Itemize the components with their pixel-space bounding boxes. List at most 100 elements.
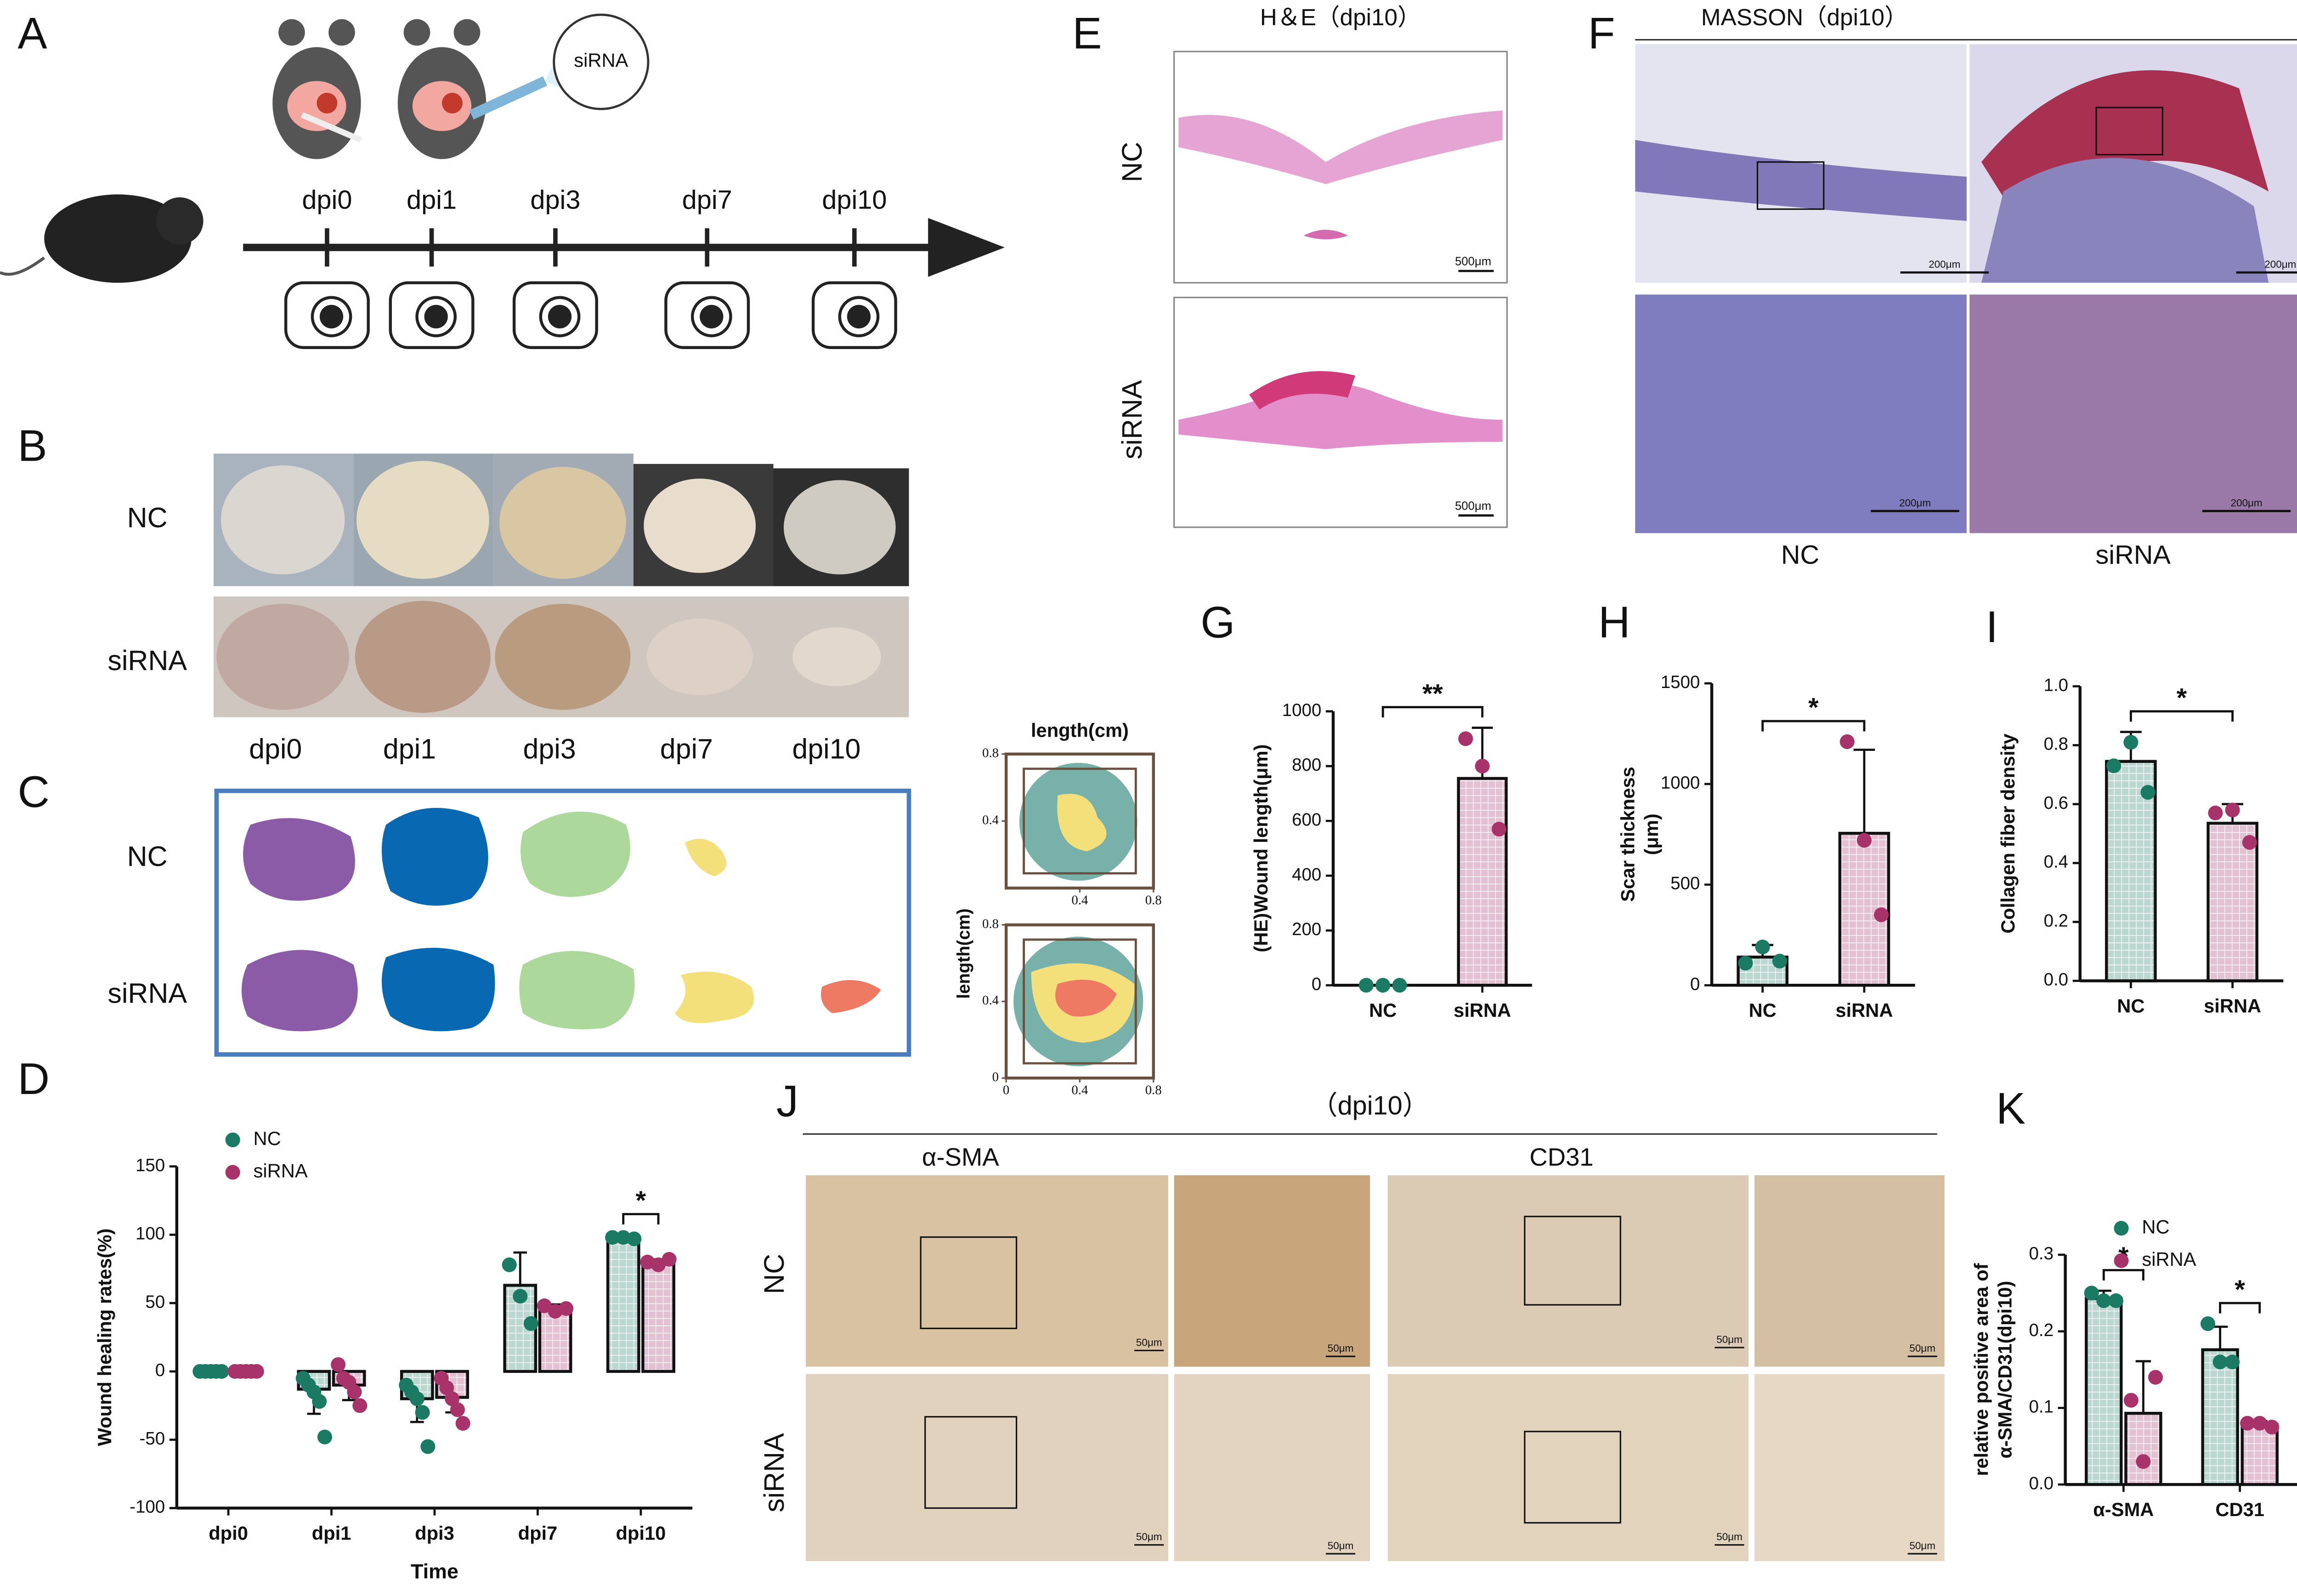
inner-frame — [1023, 938, 1137, 1065]
data-point — [616, 1230, 631, 1245]
y-axis-label: (HE)Wound length(μm) — [1250, 744, 1272, 953]
x-tick-label: siRNA — [1454, 999, 1511, 1021]
y-tick-label: 0.2 — [2029, 1320, 2054, 1340]
data-point — [1392, 978, 1407, 993]
x-tick-label: siRNA — [1835, 999, 1893, 1021]
y-tick-label: -100 — [130, 1497, 165, 1517]
data-point — [2096, 1293, 2111, 1308]
y-axis-label: relative positive area of — [1970, 1263, 1992, 1476]
x-tick-label: 0.4 — [1071, 1083, 1088, 1098]
panel-b-photos — [213, 453, 909, 717]
data-point — [214, 1364, 229, 1379]
zoom-box — [1524, 1431, 1621, 1524]
wound-outline — [685, 839, 727, 876]
timepoint: dpi0 — [249, 733, 302, 764]
scale-bar-label: 200μm — [2231, 497, 2263, 509]
wound-outline — [521, 812, 630, 897]
y-tick-label: 0.6 — [2044, 793, 2068, 813]
bubble-text: siRNA — [574, 50, 628, 71]
data-point — [2242, 835, 2257, 850]
bar — [606, 1236, 640, 1373]
y-tick-label: 1500 — [1661, 672, 1700, 692]
data-point — [627, 1231, 642, 1246]
timepoint: dpi7 — [660, 733, 713, 764]
data-point — [2123, 735, 2139, 750]
scale-bar-label: 50μm — [1909, 1342, 1935, 1354]
data-point — [513, 1289, 528, 1304]
y-axis-label: length(cm) — [954, 908, 974, 999]
y-tick-label: 0 — [992, 1070, 999, 1084]
data-point — [2252, 1416, 2267, 1431]
data-point — [2108, 1293, 2123, 1308]
data-point — [2208, 806, 2223, 821]
x-axis-label: Time — [411, 1560, 458, 1583]
bubble — [553, 13, 650, 110]
tissue — [1178, 110, 1503, 184]
inner-frame — [1023, 767, 1137, 874]
wound — [495, 603, 631, 710]
significance-bracket — [1381, 706, 1484, 718]
x-tick-label: 0.8 — [1145, 893, 1162, 908]
x-tick-label: dpi3 — [415, 1522, 454, 1544]
data-point — [420, 1439, 436, 1454]
wound — [646, 618, 753, 695]
data-point — [1874, 907, 1889, 922]
y-tick-label: 0.0 — [2044, 970, 2068, 990]
wound-outline — [243, 818, 355, 901]
data-point — [2200, 1316, 2216, 1331]
legend-marker — [225, 1165, 240, 1180]
wound — [644, 479, 756, 573]
y-tick-label: -50 — [140, 1429, 165, 1449]
photo — [1387, 1175, 1749, 1367]
photo — [806, 1374, 1168, 1562]
data-point — [2212, 1354, 2228, 1370]
wound — [499, 467, 626, 579]
data-point — [352, 1398, 368, 1413]
zoom-box — [2095, 107, 2163, 156]
timepoint: dpi7 — [682, 186, 732, 215]
scale-bar-label: 500μm — [1455, 500, 1491, 513]
overlay-area — [1057, 794, 1107, 852]
arrowhead — [928, 218, 1005, 277]
photo — [1635, 294, 1967, 533]
bar — [2240, 1423, 2279, 1486]
panel-label: G — [1200, 598, 1235, 647]
y-tick-label: 0.8 — [982, 745, 999, 760]
bar — [2085, 1297, 2123, 1486]
y-tick-label: 0.8 — [2044, 734, 2068, 754]
row-label: siRNA — [107, 645, 187, 676]
data-point — [2225, 802, 2240, 818]
data-point — [2225, 1354, 2240, 1370]
zoom-box — [920, 1236, 1018, 1329]
wound — [216, 603, 349, 710]
y-tick-label: 0 — [155, 1360, 165, 1380]
data-point — [1839, 734, 1855, 749]
legend-marker — [2114, 1253, 2129, 1268]
data-point — [502, 1257, 517, 1272]
data-point — [450, 1402, 465, 1417]
column-label: CD31 — [1529, 1143, 1593, 1171]
scale-bar-label: 50μm — [1909, 1540, 1935, 1551]
x-tick-label: 0 — [1003, 1083, 1009, 1098]
data-point — [1458, 731, 1473, 746]
wound — [355, 601, 491, 713]
data-point — [439, 1380, 454, 1395]
row-label: NC — [127, 841, 168, 872]
significance-bracket — [2102, 1269, 2144, 1280]
camera-lens — [424, 305, 448, 329]
data-point — [317, 1429, 332, 1444]
scale-bar-label: 50μm — [1136, 1337, 1162, 1348]
chart-title: length(cm) — [1031, 720, 1129, 741]
camera-lens — [700, 305, 724, 329]
y-axis-label: α-SMA/CD31(dpi10) — [1994, 1281, 2015, 1459]
row-label: NC — [127, 502, 168, 533]
panel-label: C — [17, 767, 49, 817]
row-label: NC — [1116, 142, 1148, 182]
scale-bar-label: 500μm — [1455, 255, 1491, 268]
data-point — [2240, 1416, 2255, 1431]
data-point — [523, 1316, 538, 1331]
wound-outline — [381, 808, 488, 906]
y-tick-label: 400 — [1292, 865, 1321, 885]
data-point — [2136, 1454, 2151, 1469]
